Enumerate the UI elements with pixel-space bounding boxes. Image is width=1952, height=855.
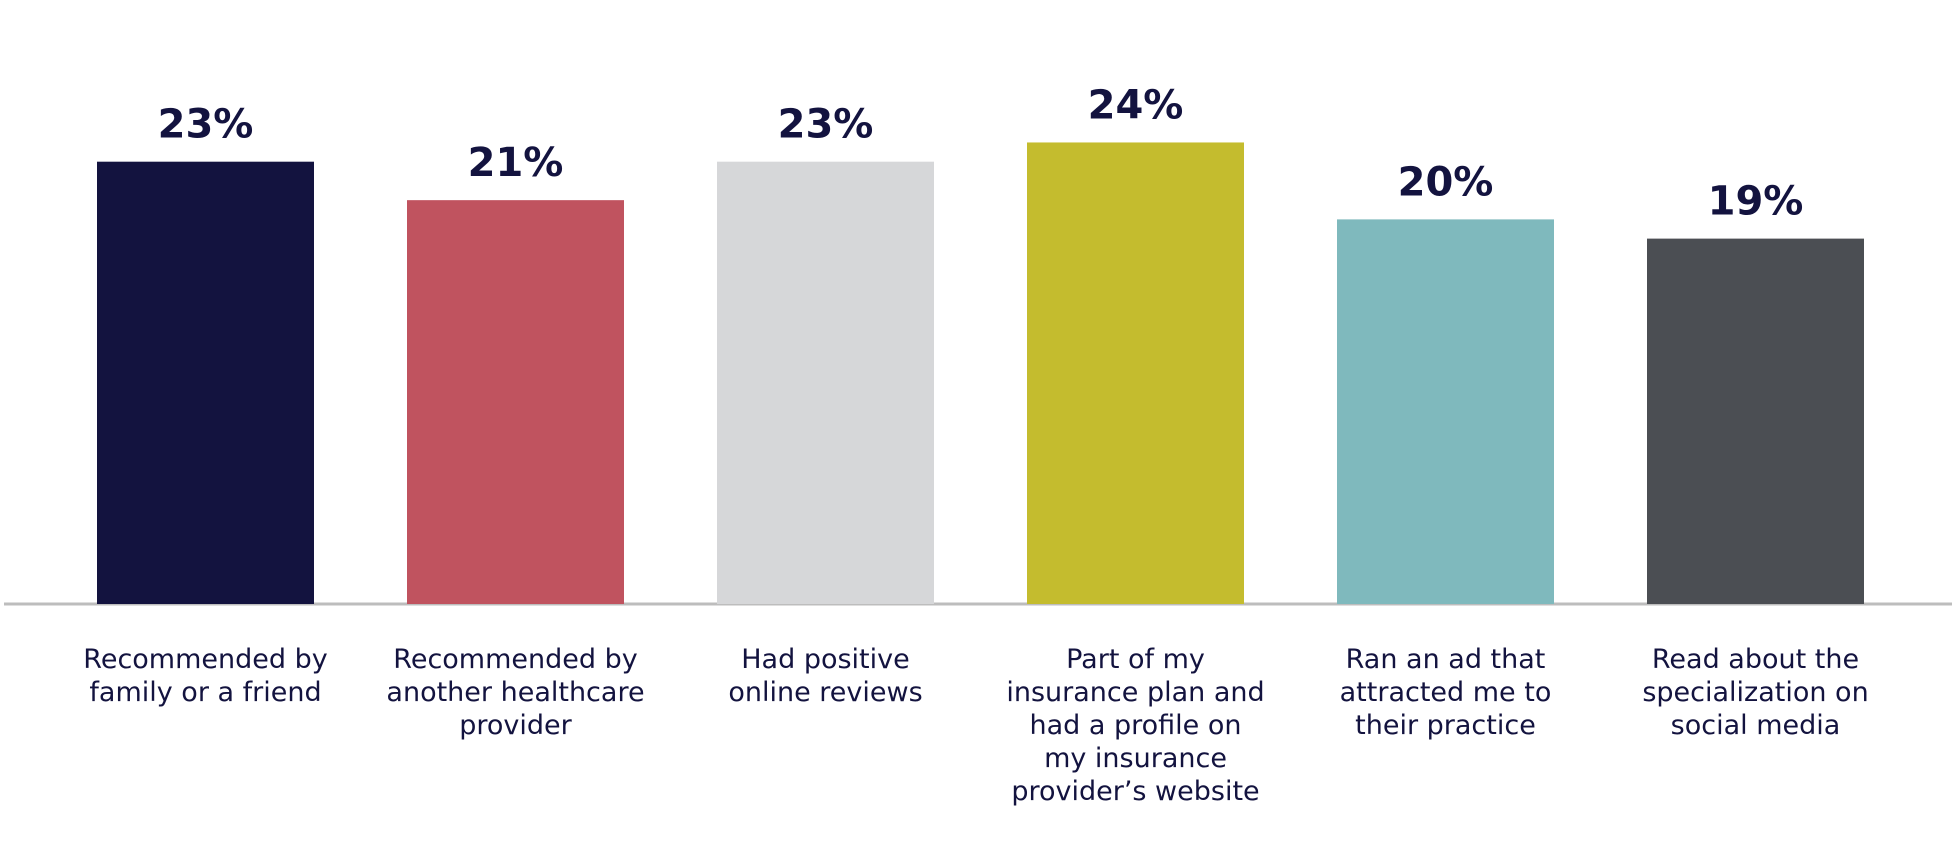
value-label: 24% — [1088, 82, 1184, 128]
category-label: their practice — [1355, 710, 1536, 741]
category-label: another healthcare — [386, 677, 644, 708]
category-label: insurance plan and — [1006, 677, 1264, 708]
value-label: 23% — [778, 102, 874, 148]
category-label: Recommended by — [393, 644, 637, 675]
bar — [1027, 142, 1244, 604]
category-label: Ran an ad that — [1346, 644, 1546, 675]
category-label: had a profile on — [1029, 710, 1241, 741]
category-label: online reviews — [728, 677, 922, 708]
category-label: provider’s website — [1011, 776, 1259, 807]
value-label: 23% — [158, 102, 254, 148]
category-label: Had positive — [741, 644, 909, 675]
category-label: provider — [459, 710, 572, 741]
category-label: Recommended by — [83, 644, 327, 675]
category-label: social media — [1671, 710, 1841, 741]
bar — [1337, 219, 1554, 604]
bar — [97, 161, 314, 604]
value-label: 20% — [1398, 159, 1494, 205]
category-label: Read about the — [1652, 644, 1859, 675]
category-label: attracted me to — [1340, 677, 1552, 708]
value-label: 21% — [468, 140, 564, 186]
category-label: my insurance — [1044, 743, 1227, 774]
category-label: specialization on — [1642, 677, 1868, 708]
bar — [717, 161, 934, 604]
bar — [407, 200, 624, 604]
category-label: family or a friend — [89, 677, 321, 708]
category-label: Part of my — [1066, 644, 1205, 675]
value-label: 19% — [1708, 179, 1804, 225]
bar — [1647, 238, 1864, 604]
